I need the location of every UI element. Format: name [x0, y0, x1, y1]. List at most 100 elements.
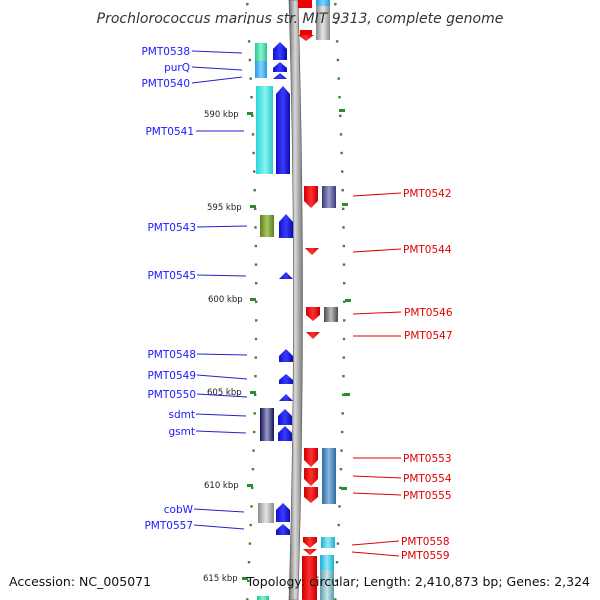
minor-tick-dot: [255, 300, 258, 303]
major-tick: [344, 393, 350, 396]
gene-arrow-PMT0545: [279, 272, 293, 279]
minor-tick-dot: [343, 319, 346, 322]
gene-arrow-PMT0547: [306, 332, 320, 339]
gene-label-PMT0543[interactable]: PMT0543: [147, 222, 196, 234]
gene-arrow-PMT0550: [279, 394, 293, 401]
minor-tick-dot: [342, 337, 346, 341]
kbp-tick-label: 590 kbp: [204, 110, 239, 120]
gene-label-PMT0538[interactable]: PMT0538: [141, 46, 190, 58]
minor-tick-dot: [341, 430, 344, 434]
minor-tick-dot: [247, 40, 251, 43]
minor-tick-dot: [337, 77, 340, 80]
gene-label-PMT0541[interactable]: PMT0541: [145, 126, 194, 138]
gene-arrow-partial-bottom: [302, 556, 317, 600]
cog-box-gsmt: [260, 426, 274, 441]
minor-tick-dot: [254, 375, 257, 378]
tick-marks: [246, 3, 346, 600]
cog-box-partial-bottom-2: [320, 570, 334, 600]
gene-label-PMT0546[interactable]: PMT0546: [404, 307, 453, 319]
gene-label-cobW[interactable]: cobW: [164, 504, 194, 516]
gene-label-PMT0549[interactable]: PMT0549: [147, 370, 196, 382]
gene-label-sdmt[interactable]: sdmt: [169, 409, 195, 421]
gene-label-PMT0558[interactable]: PMT0558: [401, 536, 450, 548]
gene-label-PMT0544[interactable]: PMT0544: [403, 244, 452, 256]
major-tick: [247, 484, 253, 487]
gene-arrow-PMT0538: [273, 42, 287, 60]
gene-label-PMT0547[interactable]: PMT0547: [404, 330, 453, 342]
gene-arrow-PMT0543: [279, 214, 293, 238]
minor-tick-dot: [255, 319, 258, 322]
major-tick: [242, 577, 248, 580]
minor-tick-dot: [249, 523, 252, 527]
genome-summary-text: Topology: circular; Length: 2,410,873 bp…: [246, 574, 590, 589]
forward-strand-genes: [273, 42, 293, 535]
gene-label-PMT0557[interactable]: PMT0557: [144, 520, 193, 532]
minor-tick-dot: [250, 96, 253, 99]
genome-title: Prochlorococcus marinus str. MIT 9313, c…: [97, 11, 504, 27]
minor-tick-dot: [339, 486, 342, 489]
cog-box-PMT0541: [256, 86, 273, 174]
minor-tick-dot: [253, 393, 257, 396]
gene-arrow-PMT0546: [306, 307, 320, 321]
minor-tick-dot: [342, 375, 345, 378]
gene-label-PMT0550[interactable]: PMT0550: [147, 389, 196, 401]
minor-tick-dot: [250, 505, 253, 508]
right-cog-boxes: [320, 186, 338, 600]
gene-arrow-PMT0555: [304, 487, 318, 503]
gene-arrow-PMT0558: [303, 537, 317, 548]
minor-tick-dot: [253, 430, 256, 434]
gene-arrow-purQ: [273, 62, 287, 72]
minor-tick-dot: [339, 468, 343, 471]
gene-label-PMT0542[interactable]: PMT0542: [403, 188, 452, 200]
minor-tick-dot: [251, 468, 255, 471]
minor-tick-dot: [339, 114, 342, 117]
minor-tick-dot: [343, 300, 346, 303]
gene-label-PMT0559[interactable]: PMT0559: [401, 550, 450, 562]
minor-tick-dot: [249, 77, 252, 80]
gene-label-PMT0554[interactable]: PMT0554: [403, 473, 452, 485]
left-cog-boxes: [255, 43, 274, 600]
gene-label-PMT0553[interactable]: PMT0553: [403, 453, 452, 465]
minor-tick-dot: [251, 114, 254, 117]
minor-tick-dot: [342, 207, 345, 210]
cog-box-purQ: [255, 61, 267, 78]
minor-tick-dot: [341, 170, 344, 173]
minor-tick-dot: [255, 282, 258, 285]
minor-tick-dot: [248, 542, 252, 545]
minor-tick-dot: [254, 207, 257, 210]
major-tick: [341, 487, 347, 490]
gene-label-PMT0555[interactable]: PMT0555: [403, 490, 452, 502]
reverse-strand-genes: [302, 186, 320, 600]
minor-tick-dot: [338, 96, 341, 99]
gene-arrow-PMT0548: [279, 349, 293, 362]
minor-tick-dot: [252, 449, 255, 452]
gene-label-gsmt[interactable]: gsmt: [169, 426, 195, 438]
minor-tick-dot: [340, 151, 343, 155]
cog-box-PMT0546: [324, 307, 338, 322]
genome-backbone-arc: [288, 0, 303, 600]
minor-tick-dot: [247, 21, 250, 24]
cog-box-PMT0538: [255, 43, 267, 61]
gene-arrow-sdmt: [278, 409, 292, 425]
minor-tick-dot: [341, 189, 344, 192]
gene-label-PMT0548[interactable]: PMT0548: [147, 349, 196, 361]
gene-label-purQ[interactable]: purQ: [164, 62, 190, 74]
kbp-tick-label: 610 kbp: [204, 481, 239, 491]
cog-box-cobW: [258, 503, 274, 523]
accession-text: Accession: NC_005071: [9, 574, 151, 589]
minor-tick-dot: [335, 561, 339, 564]
gene-label-PMT0545[interactable]: PMT0545: [147, 270, 196, 282]
gene-arrow-PMT0542: [304, 186, 318, 208]
major-tick: [250, 298, 256, 301]
cog-box-partial: [257, 596, 269, 600]
cog-box-PMT0543: [260, 215, 274, 237]
kbp-tick-label: 605 kbp: [207, 388, 242, 398]
cog-box-PMT0542: [322, 186, 336, 208]
kbp-tick-label: 595 kbp: [207, 203, 242, 213]
minor-tick-dot: [343, 282, 346, 285]
gene-label-PMT0540[interactable]: PMT0540: [141, 78, 190, 90]
kbp-tick-label: 615 kbp: [203, 574, 238, 584]
gene-arrow-PMT0553: [304, 448, 318, 467]
minor-tick-dot: [253, 189, 256, 192]
